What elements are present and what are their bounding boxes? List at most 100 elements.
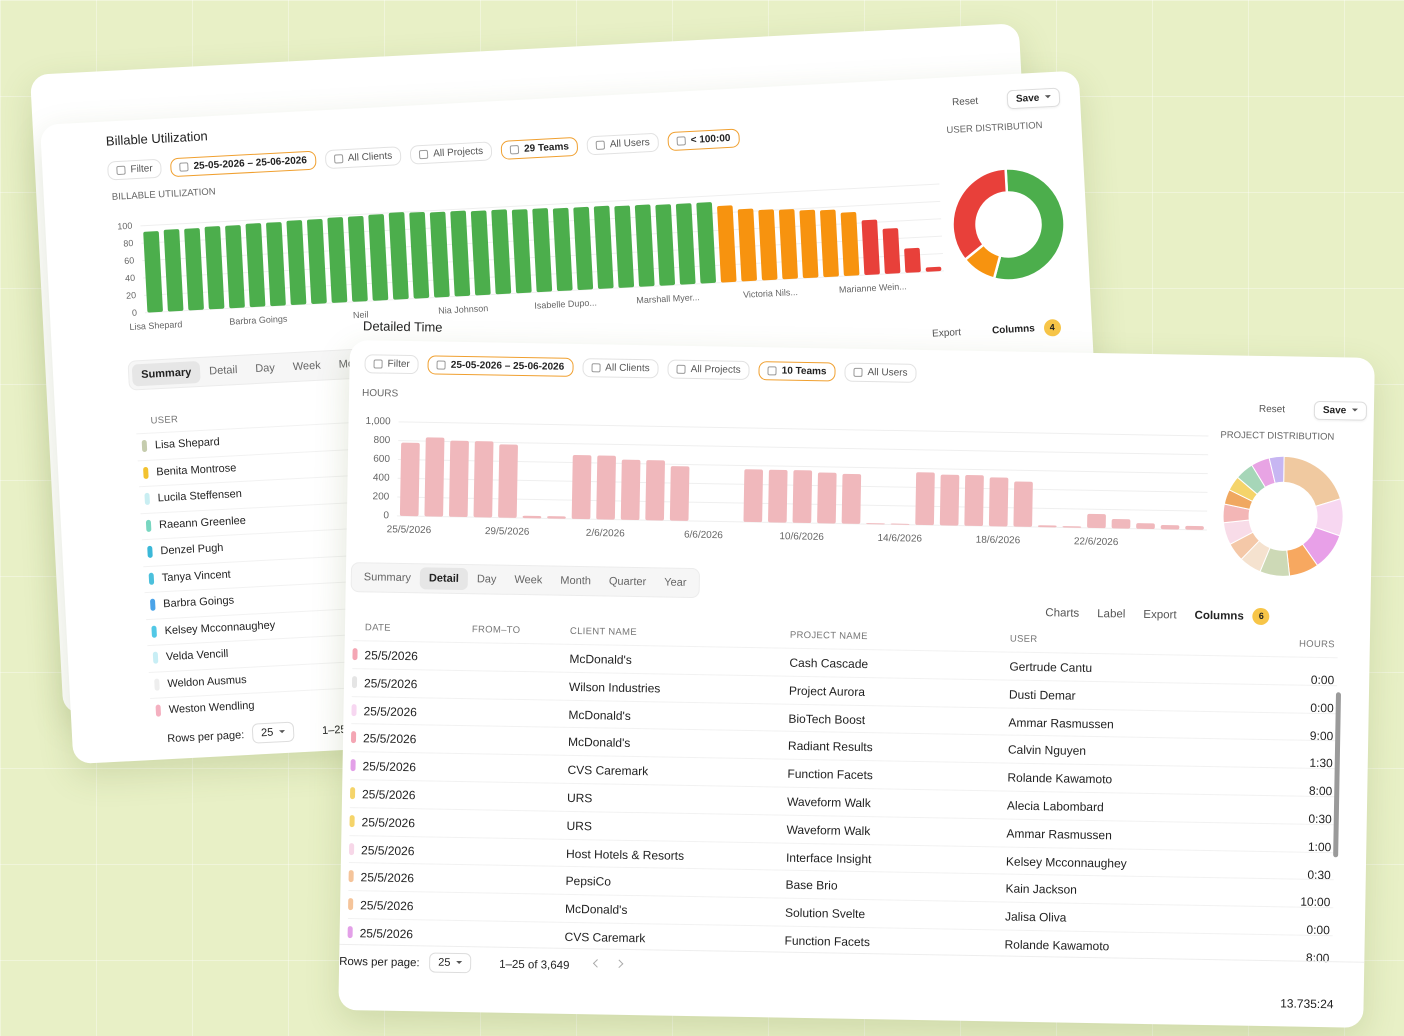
table-cell: 25/5/2026 [360, 870, 415, 886]
toolbar-button[interactable]: Charts [1045, 606, 1080, 620]
user-color [154, 678, 160, 691]
table-cell: 25/5/2026 [361, 815, 416, 831]
tab[interactable]: Day [255, 362, 276, 376]
tab[interactable]: Summary [131, 360, 201, 387]
bar [399, 442, 420, 517]
tab[interactable]: Week [292, 359, 322, 374]
user-color [143, 466, 149, 479]
save-button[interactable]: Save [1313, 400, 1368, 421]
y-tick-label: 600 [373, 454, 390, 465]
table-cell: Jalisa Oliva [1004, 909, 1067, 925]
bar [286, 220, 307, 306]
bar [450, 210, 471, 297]
table-cell: Function Facets [787, 766, 873, 783]
user-color [141, 439, 148, 453]
filter-chip[interactable]: Filter [364, 354, 419, 375]
pager-prev[interactable] [592, 959, 602, 968]
row-color [349, 787, 356, 800]
filter-chip[interactable]: 25-05-2026 – 25-06-2026 [170, 150, 317, 178]
x-tick-label: Neil [353, 309, 369, 320]
bar [866, 523, 885, 525]
filter-chip[interactable]: 25-05-2026 – 25-06-2026 [427, 355, 574, 377]
filter-chip[interactable]: All Users [586, 132, 660, 156]
save-button[interactable]: Save [1006, 87, 1061, 110]
filter-chip[interactable]: < 100:00 [667, 128, 740, 152]
table-cell: Radiant Results [787, 739, 873, 755]
user-name: Tanya Vincent [161, 568, 231, 584]
table-cell: Interface Insight [785, 850, 872, 866]
user-name: Raeann Greenlee [158, 514, 247, 531]
bar [675, 203, 696, 285]
bar [861, 219, 880, 275]
pager [592, 959, 624, 969]
filter-chip[interactable]: 29 Teams [500, 136, 579, 160]
table-cell: CVS Caremark [564, 929, 646, 946]
y-tick-label: 60 [124, 255, 135, 266]
table-cell: Kain Jackson [1005, 881, 1078, 898]
bar [306, 219, 327, 304]
toolbar-button[interactable]: Export [1143, 608, 1177, 621]
pager-next[interactable] [614, 959, 624, 969]
bar [409, 211, 430, 299]
columns-button[interactable]: Columns 4 [992, 318, 1062, 340]
x-tick-label: 18/6/2026 [976, 535, 1021, 547]
tab[interactable]: Year [664, 576, 687, 589]
page-size-select[interactable]: 25 [251, 721, 295, 744]
tab[interactable]: Detail [208, 364, 238, 378]
billable-utilization-card: Billable Utilization Filter 25-05-2026 – 2… [40, 70, 1113, 765]
x-tick-label: Marianne Wein... [839, 281, 907, 295]
table-cell: 25/5/2026 [359, 926, 414, 942]
bar [473, 441, 494, 518]
grid-line [398, 440, 1209, 456]
columns-button[interactable]: Columns 6 [1194, 607, 1270, 626]
column-header[interactable]: DATE [364, 622, 391, 634]
bar [424, 437, 445, 517]
bar [925, 266, 942, 272]
filter-chip[interactable]: Filter [107, 158, 163, 181]
tab[interactable]: Summary [363, 571, 412, 585]
table-cell: McDonald's [569, 651, 632, 667]
reset-button[interactable]: Reset [1258, 403, 1286, 416]
table-cell: Ammar Rasmussen [1006, 826, 1112, 843]
distribution-title: USER DISTRIBUTION [946, 120, 1043, 136]
bar [388, 212, 409, 300]
filter-chip[interactable]: All Clients [582, 358, 659, 379]
export-button[interactable]: Export [931, 327, 962, 340]
card-title[interactable]: Billable Utilization [105, 128, 209, 149]
utilization-chart: BILLABLE UTILIZATION 0 20 40 60 80 100 Lisa She… [112, 183, 944, 332]
x-tick-label: 25/5/2026 [387, 524, 432, 536]
tab[interactable]: Day [476, 573, 497, 586]
table-cell: McDonald's [567, 735, 631, 751]
column-header: PROJECT NAME [789, 629, 868, 643]
table-cell: Rolande Kawamoto [1007, 770, 1113, 787]
bar [717, 205, 737, 283]
reset-button[interactable]: Reset [951, 95, 979, 109]
tab[interactable]: Month [560, 574, 592, 588]
bar [799, 209, 819, 279]
bar [571, 455, 592, 520]
bar [547, 516, 566, 519]
filter-chip[interactable]: All Users [844, 362, 917, 383]
tab[interactable]: Quarter [608, 575, 647, 589]
tab[interactable]: Detail [419, 567, 469, 591]
x-tick-label: Marshall Myer... [636, 292, 700, 305]
user-name: Weldon Ausmus [167, 673, 247, 690]
toolbar-button[interactable]: Label [1097, 607, 1126, 621]
user-distribution: USER DISTRIBUTION [946, 120, 1066, 282]
x-tick-label: Nia Johnson [438, 303, 489, 316]
tab[interactable]: Week [514, 573, 543, 587]
rows-per-page-label: Rows per page: [167, 729, 245, 746]
detailed-time-title[interactable]: Detailed Time [362, 318, 443, 335]
filter-chip[interactable]: All Clients [324, 146, 402, 170]
filter-chip[interactable]: All Projects [667, 359, 750, 380]
y-tick-label: 800 [373, 435, 390, 446]
bar [245, 223, 266, 308]
page-range: 1–25 of 3,649 [499, 958, 570, 972]
filter-chip[interactable]: All Projects [409, 141, 493, 165]
table-cell: Alecia Labombard [1006, 798, 1104, 815]
filter-chip[interactable]: 10 Teams [758, 361, 836, 382]
bar [449, 440, 469, 518]
table-cell: PepsiCo [565, 874, 612, 890]
bar [939, 474, 960, 526]
page-size-select[interactable]: 25 [428, 952, 472, 974]
